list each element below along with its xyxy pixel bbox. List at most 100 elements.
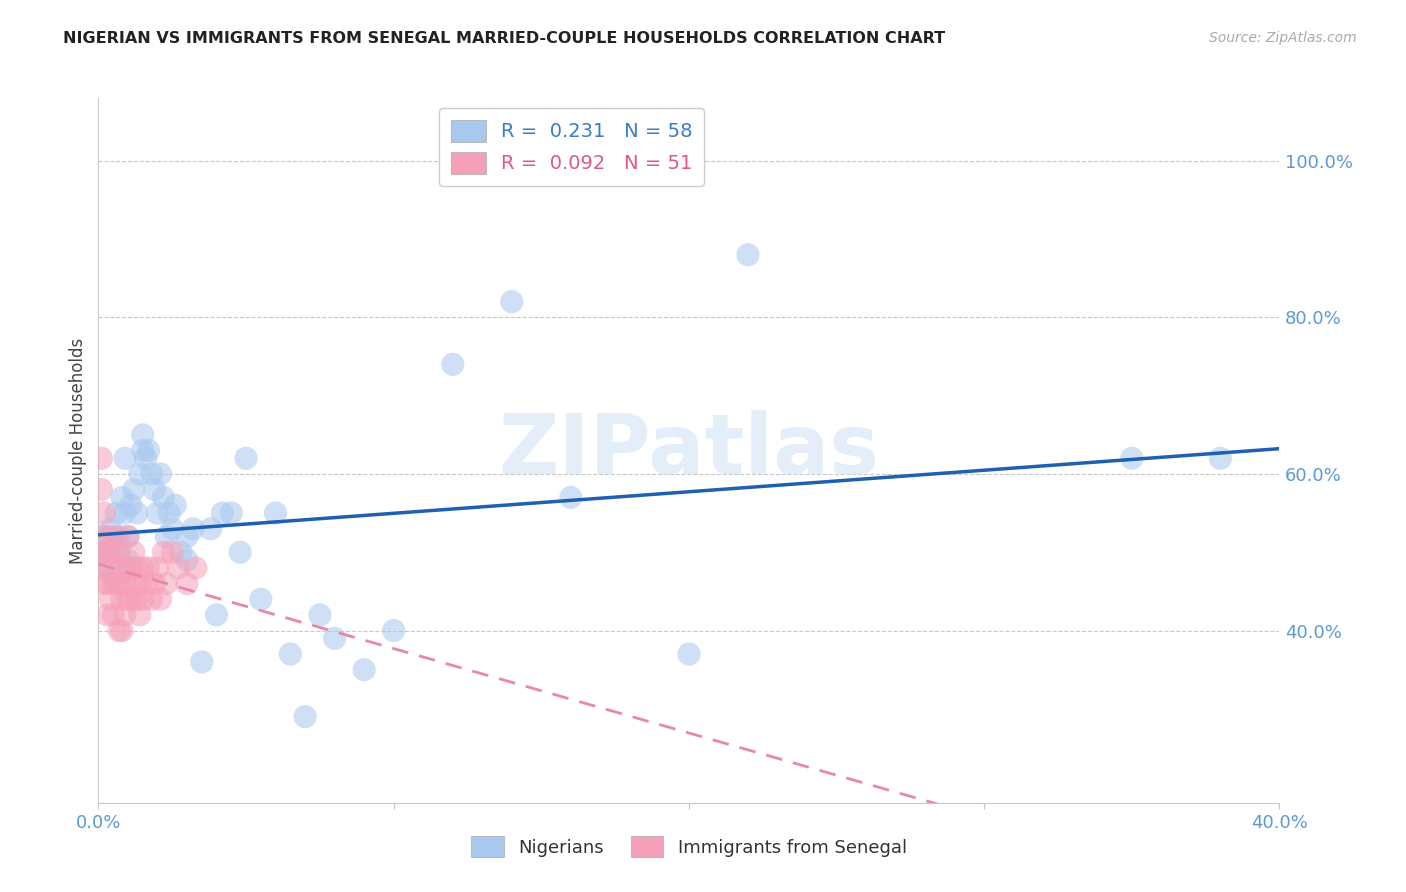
Point [105,506,128,520]
Point [108,545,131,559]
Point [143,483,166,497]
Point [184,561,207,575]
Point [103,576,125,591]
Point [111,624,134,638]
Text: ZIPatlas: ZIPatlas [499,410,879,491]
Point [294,709,316,723]
Point [114,576,136,591]
Point [165,498,187,512]
Point [141,592,163,607]
Point [114,607,136,622]
Point [98,530,121,544]
Point [108,530,131,544]
Point [441,357,464,371]
Point [96,545,118,559]
Point [122,545,145,559]
Point [737,248,759,262]
Point [309,607,332,622]
Point [90,530,112,544]
Point [138,443,160,458]
Point [221,506,243,520]
Point [176,576,198,591]
Point [122,483,145,497]
Point [111,491,134,505]
Point [560,491,582,505]
Text: NIGERIAN VS IMMIGRANTS FROM SENEGAL MARRIED-COUPLE HOUSEHOLDS CORRELATION CHART: NIGERIAN VS IMMIGRANTS FROM SENEGAL MARR… [63,31,945,46]
Point [181,522,204,536]
Point [125,592,148,607]
Point [152,545,174,559]
Point [138,561,160,575]
Point [135,451,157,466]
Point [229,545,252,559]
Point [132,592,155,607]
Point [108,624,131,638]
Point [125,561,148,575]
Point [93,545,115,559]
Point [120,498,142,512]
Point [323,632,346,646]
Point [122,576,145,591]
Point [98,592,121,607]
Point [250,592,273,607]
Point [162,545,183,559]
Point [93,576,115,591]
Point [90,545,112,559]
Point [96,576,118,591]
Point [128,467,150,481]
Point [93,506,115,520]
Point [108,545,131,559]
Point [98,522,121,536]
Point [117,561,139,575]
Point [103,537,125,551]
Point [176,530,198,544]
Point [155,576,177,591]
Point [149,467,172,481]
Point [132,427,155,442]
Point [132,443,155,458]
Y-axis label: Married-couple Households: Married-couple Households [69,337,87,564]
Point [143,576,166,591]
Point [146,561,169,575]
Point [1121,451,1143,466]
Point [200,522,222,536]
Point [96,607,118,622]
Point [128,607,150,622]
Point [170,545,193,559]
Point [120,561,142,575]
Point [98,561,121,575]
Point [152,491,174,505]
Point [1209,451,1232,466]
Point [128,576,150,591]
Point [135,576,157,591]
Point [117,553,139,567]
Point [117,592,139,607]
Point [141,467,163,481]
Legend: Nigerians, Immigrants from Senegal: Nigerians, Immigrants from Senegal [464,829,914,864]
Point [167,561,190,575]
Point [280,647,302,661]
Point [205,607,228,622]
Point [90,483,112,497]
Point [90,561,112,575]
Point [111,592,134,607]
Point [678,647,700,661]
Point [157,506,180,520]
Point [132,561,155,575]
Point [103,545,125,559]
Text: Source: ZipAtlas.com: Source: ZipAtlas.com [1209,31,1357,45]
Point [93,530,115,544]
Point [111,561,134,575]
Point [103,568,125,582]
Point [117,530,139,544]
Point [103,607,125,622]
Point [108,576,131,591]
Point [382,624,405,638]
Point [264,506,287,520]
Point [114,506,136,520]
Point [191,655,214,669]
Point [90,451,112,466]
Point [114,451,136,466]
Point [162,522,183,536]
Point [117,530,139,544]
